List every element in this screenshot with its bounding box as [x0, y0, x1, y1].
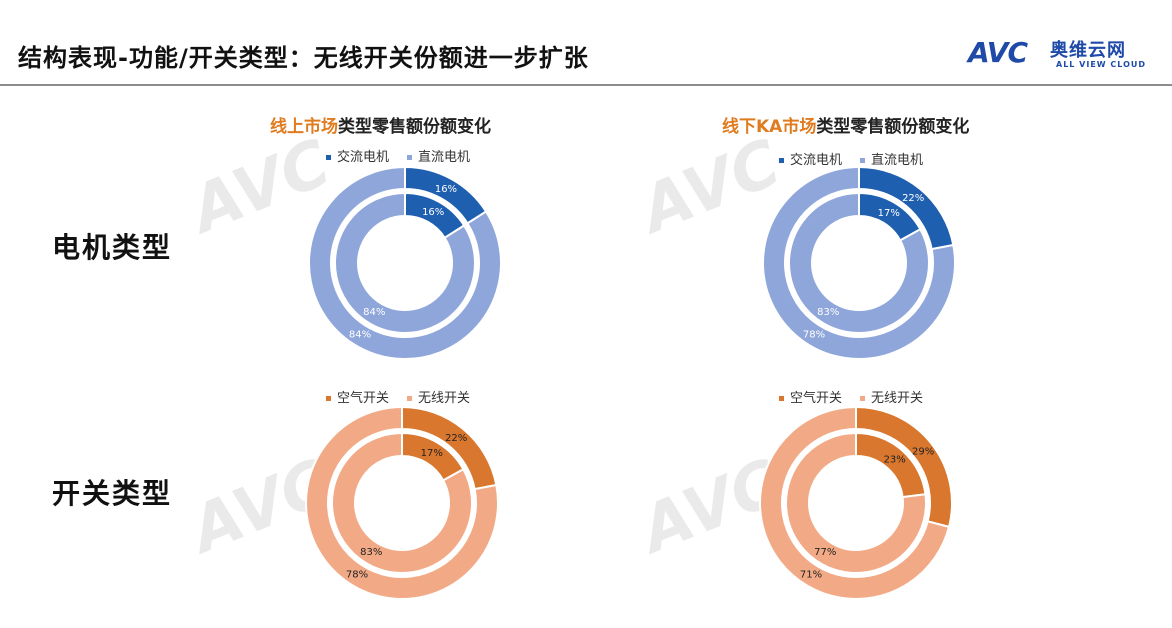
logo-cn-text: 奥维云网	[1050, 40, 1126, 61]
legend-item: 空气开关	[326, 387, 389, 406]
legend-item: 空气开关	[779, 387, 842, 406]
data-label: 22%	[902, 193, 924, 204]
legend-label: 无线开关	[418, 391, 471, 406]
logo-en-text: ALL VIEW CLOUD	[1056, 60, 1147, 69]
donut-slice-inner-2	[785, 431, 927, 574]
legend-label: 交流电机	[790, 153, 843, 168]
chart-title-offline: 线下KA市场类型零售额份额变化	[722, 112, 969, 137]
data-label: 29%	[912, 446, 934, 457]
logo-mark: AVC	[968, 36, 1028, 69]
data-label: 83%	[360, 547, 382, 558]
donut-chart-online-motor: 16% 84% 16% 84%	[308, 165, 502, 360]
row-label-switch: 开关类型	[52, 477, 173, 510]
data-label: 83%	[817, 307, 839, 318]
donut-slice-inner-2	[788, 191, 930, 334]
legend-item: 无线开关	[407, 387, 470, 406]
data-label: 22%	[445, 433, 467, 444]
legend-swatch	[779, 396, 784, 401]
data-label: 84%	[349, 329, 371, 340]
donut-slice-outer-2	[762, 165, 956, 360]
legend-swatch	[407, 396, 413, 401]
legend-label: 直流电机	[871, 153, 924, 168]
legend-item: 交流电机	[326, 146, 389, 165]
donut-slice-inner-2	[334, 191, 476, 334]
avc-logo: AVC 奥维云网 ALL VIEW CLOUD	[968, 34, 1158, 72]
donut-slice-inner-2	[331, 431, 473, 574]
legend-swatch	[779, 158, 784, 163]
data-label: 16%	[435, 184, 457, 195]
data-label: 16%	[422, 207, 444, 218]
legend-swatch	[407, 155, 413, 160]
legend-item: 直流电机	[860, 149, 923, 168]
legend-swatch	[860, 396, 866, 401]
donut-slice-outer-2	[308, 165, 502, 360]
legend-label: 直流电机	[418, 150, 471, 165]
row-label-motor: 电机类型	[52, 231, 173, 264]
legend-swatch	[326, 155, 331, 160]
legend-label: 无线开关	[871, 391, 924, 406]
legend-swatch	[860, 158, 866, 163]
donut-chart-online-switch: 22% 78% 17% 83%	[305, 405, 499, 600]
legend-label: 交流电机	[337, 150, 390, 165]
chart-title-rest: 类型零售额份额变化	[338, 117, 491, 137]
chart-title-online: 线上市场类型零售额份额变化	[270, 112, 491, 137]
legend-switch-offline: 空气开关 无线开关	[779, 387, 941, 406]
legend-label: 空气开关	[337, 391, 390, 406]
data-label: 17%	[878, 208, 900, 219]
page-title: 结构表现-功能/开关类型：无线开关份额进一步扩张	[18, 44, 589, 72]
data-label: 78%	[803, 329, 825, 340]
legend-item: 交流电机	[779, 149, 842, 168]
data-label: 17%	[421, 448, 443, 459]
chart-title-highlight: 线下KA市场	[722, 117, 817, 137]
legend-label: 空气开关	[790, 391, 843, 406]
legend-swatch	[326, 396, 331, 401]
donut-chart-offline-motor: 22% 78% 17% 83%	[762, 165, 956, 360]
donut-slice-outer-2	[759, 405, 951, 600]
legend-switch-online: 空气开关 无线开关	[326, 387, 488, 406]
data-label: 23%	[884, 455, 906, 466]
legend-item: 直流电机	[407, 146, 470, 165]
data-label: 77%	[814, 547, 836, 558]
data-label: 84%	[363, 307, 385, 318]
chart-title-rest: 类型零售额份额变化	[816, 117, 970, 137]
donut-slice-outer-2	[305, 405, 499, 600]
legend-motor-online: 交流电机 直流电机	[326, 146, 488, 165]
legend-item: 无线开关	[860, 387, 923, 406]
legend-motor-offline: 交流电机 直流电机	[779, 149, 941, 168]
donut-chart-offline-switch: 29% 71% 23% 77%	[759, 405, 953, 600]
data-label: 71%	[800, 569, 822, 580]
title-divider	[0, 84, 1172, 86]
chart-title-highlight: 线上市场	[270, 117, 338, 137]
data-label: 78%	[346, 569, 368, 580]
